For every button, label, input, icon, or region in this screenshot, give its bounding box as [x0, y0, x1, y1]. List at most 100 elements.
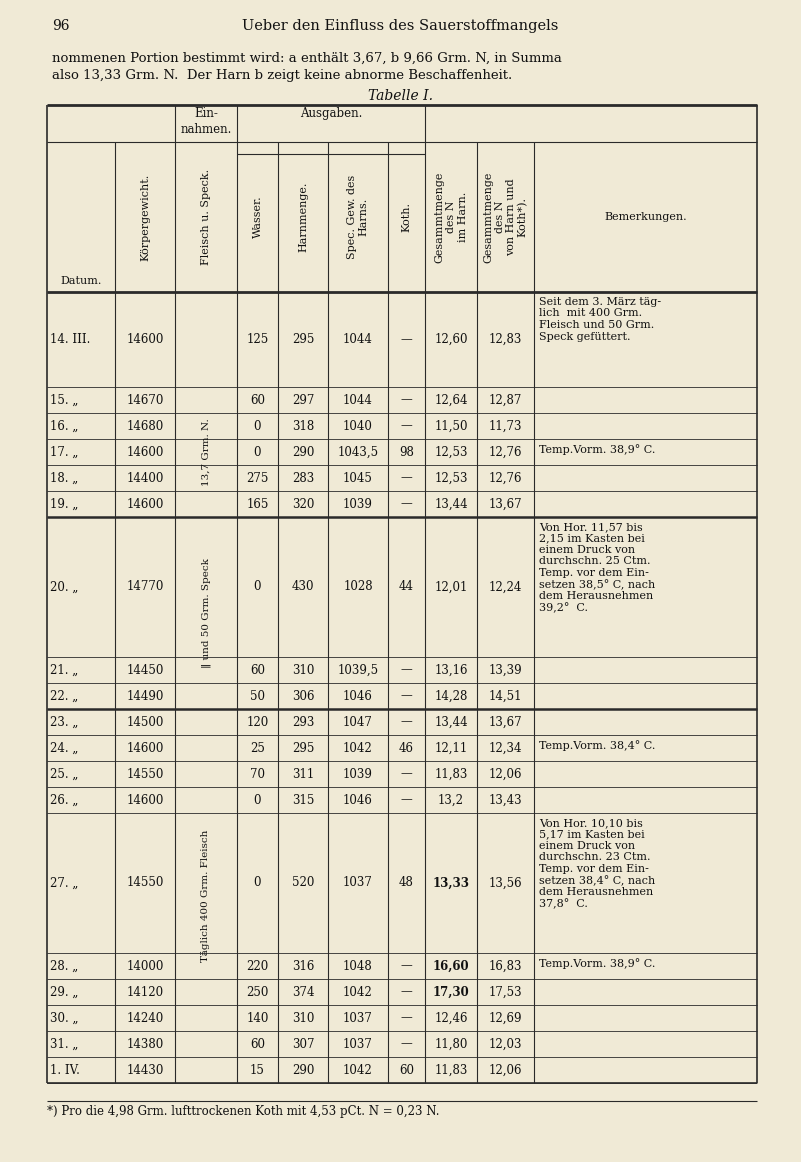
Text: 17,53: 17,53: [489, 985, 522, 998]
Text: 13,2: 13,2: [438, 794, 464, 806]
Text: 11,73: 11,73: [489, 419, 522, 432]
Text: 293: 293: [292, 716, 314, 729]
Text: 60: 60: [399, 1063, 414, 1076]
Text: 24. „: 24. „: [50, 741, 78, 754]
Text: 14770: 14770: [127, 581, 163, 594]
Text: 1. IV.: 1. IV.: [50, 1063, 80, 1076]
Text: 44: 44: [399, 581, 414, 594]
Text: lich  mit 400 Grm.: lich mit 400 Grm.: [539, 308, 642, 318]
Text: 17,30: 17,30: [433, 985, 469, 998]
Text: 165: 165: [247, 497, 268, 510]
Text: 295: 295: [292, 333, 314, 346]
Text: 12,24: 12,24: [489, 581, 522, 594]
Text: 14380: 14380: [127, 1038, 163, 1050]
Text: 12,76: 12,76: [489, 445, 522, 459]
Text: 14430: 14430: [127, 1063, 163, 1076]
Text: 12,53: 12,53: [434, 445, 468, 459]
Text: 13,67: 13,67: [489, 716, 522, 729]
Text: —: —: [400, 689, 413, 703]
Text: 1044: 1044: [343, 333, 373, 346]
Text: 1048: 1048: [343, 960, 373, 973]
Text: nommenen Portion bestimmt wird: a enthält 3,67, b 9,66 Grm. N, in Summa: nommenen Portion bestimmt wird: a enthäl…: [52, 52, 562, 65]
Text: 11,83: 11,83: [434, 767, 468, 781]
Text: —: —: [400, 960, 413, 973]
Text: 12,46: 12,46: [434, 1011, 468, 1025]
Text: 37,8°  C.: 37,8° C.: [539, 898, 588, 909]
Text: 275: 275: [247, 472, 268, 485]
Text: 29. „: 29. „: [50, 985, 78, 998]
Text: 0: 0: [254, 794, 261, 806]
Text: 12,06: 12,06: [489, 1063, 522, 1076]
Text: 14600: 14600: [127, 741, 163, 754]
Text: 1028: 1028: [343, 581, 372, 594]
Text: 12,06: 12,06: [489, 767, 522, 781]
Text: Datum.: Datum.: [60, 277, 102, 286]
Text: Harnmenge.: Harnmenge.: [298, 181, 308, 252]
Text: Ein-
nahmen.: Ein- nahmen.: [180, 107, 231, 136]
Text: 307: 307: [292, 1038, 314, 1050]
Text: 16,83: 16,83: [489, 960, 522, 973]
Text: Täglich 400 Grm. Fleisch: Täglich 400 Grm. Fleisch: [202, 830, 211, 962]
Text: 310: 310: [292, 1011, 314, 1025]
Text: 25. „: 25. „: [50, 767, 78, 781]
Text: Gesammtmenge
des N
im Harn.: Gesammtmenge des N im Harn.: [434, 171, 468, 263]
Text: 318: 318: [292, 419, 314, 432]
Text: 1040: 1040: [343, 419, 373, 432]
Text: 14600: 14600: [127, 497, 163, 510]
Text: —: —: [400, 767, 413, 781]
Text: 11,50: 11,50: [434, 419, 468, 432]
Text: 12,87: 12,87: [489, 394, 522, 407]
Text: durchschn. 25 Ctm.: durchschn. 25 Ctm.: [539, 557, 650, 567]
Text: 13,39: 13,39: [489, 664, 522, 676]
Text: einem Druck von: einem Druck von: [539, 545, 635, 555]
Text: 13,44: 13,44: [434, 497, 468, 510]
Text: 520: 520: [292, 876, 314, 889]
Text: 0: 0: [254, 876, 261, 889]
Text: 13,44: 13,44: [434, 716, 468, 729]
Text: 0: 0: [254, 419, 261, 432]
Text: 14450: 14450: [127, 664, 163, 676]
Text: dem Herausnehmen: dem Herausnehmen: [539, 887, 654, 897]
Text: 220: 220: [247, 960, 268, 973]
Text: 283: 283: [292, 472, 314, 485]
Text: Von Hor. 10,10 bis: Von Hor. 10,10 bis: [539, 818, 643, 829]
Text: 11,80: 11,80: [434, 1038, 468, 1050]
Text: 14600: 14600: [127, 794, 163, 806]
Text: 16. „: 16. „: [50, 419, 78, 432]
Text: 14500: 14500: [127, 716, 163, 729]
Text: 14. III.: 14. III.: [50, 333, 91, 346]
Text: Temp.Vorm. 38,4° C.: Temp.Vorm. 38,4° C.: [539, 740, 655, 751]
Text: 1046: 1046: [343, 794, 373, 806]
Text: 306: 306: [292, 689, 314, 703]
Text: 14,28: 14,28: [434, 689, 468, 703]
Text: Temp. vor dem Ein-: Temp. vor dem Ein-: [539, 865, 649, 874]
Text: 295: 295: [292, 741, 314, 754]
Text: 98: 98: [399, 445, 414, 459]
Text: 14600: 14600: [127, 445, 163, 459]
Text: 30. „: 30. „: [50, 1011, 78, 1025]
Text: —: —: [400, 497, 413, 510]
Text: 12,60: 12,60: [434, 333, 468, 346]
Text: —: —: [400, 419, 413, 432]
Text: —: —: [400, 794, 413, 806]
Text: 0: 0: [254, 445, 261, 459]
Text: 28. „: 28. „: [50, 960, 78, 973]
Text: 20. „: 20. „: [50, 581, 78, 594]
Text: Speck gefüttert.: Speck gefüttert.: [539, 331, 630, 342]
Text: Seit dem 3. März täg-: Seit dem 3. März täg-: [539, 297, 661, 307]
Text: 60: 60: [250, 1038, 265, 1050]
Text: 12,34: 12,34: [489, 741, 522, 754]
Text: Koth.: Koth.: [401, 202, 412, 232]
Text: Körpergewicht.: Körpergewicht.: [140, 173, 150, 260]
Text: 23. „: 23. „: [50, 716, 78, 729]
Text: 14680: 14680: [127, 419, 163, 432]
Text: 310: 310: [292, 664, 314, 676]
Text: 14490: 14490: [127, 689, 163, 703]
Text: 5,17 im Kasten bei: 5,17 im Kasten bei: [539, 830, 645, 839]
Text: 12,03: 12,03: [489, 1038, 522, 1050]
Text: Temp. vor dem Ein-: Temp. vor dem Ein-: [539, 568, 649, 578]
Text: 0: 0: [254, 581, 261, 594]
Text: —: —: [400, 985, 413, 998]
Text: —: —: [400, 664, 413, 676]
Text: 125: 125: [247, 333, 268, 346]
